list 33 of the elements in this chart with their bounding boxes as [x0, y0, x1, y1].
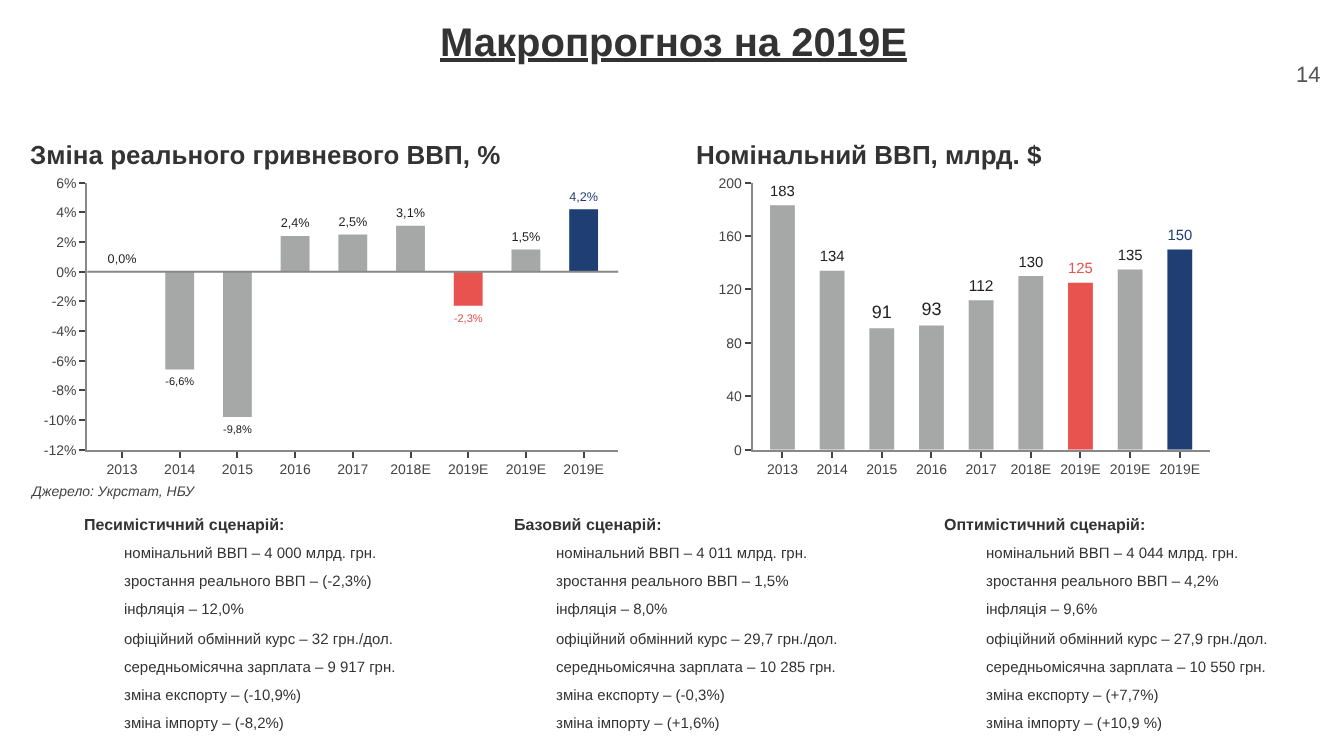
text: Оптимістичний сценарій: — [944, 516, 1146, 534]
bar — [819, 270, 845, 450]
bar — [1018, 276, 1044, 450]
data-label: 183 — [770, 182, 795, 201]
text: Песимістичний сценарій: — [84, 516, 285, 534]
data-label: 125 — [1068, 259, 1093, 278]
text: Базовий сценарій: — [514, 516, 662, 534]
bar — [511, 249, 541, 272]
text: 14 — [1296, 64, 1321, 88]
bar — [919, 325, 944, 450]
bar — [396, 225, 425, 272]
bar — [1167, 249, 1193, 450]
data-label: 150 — [1167, 226, 1193, 245]
chart-title: Номінальний ВВП, млрд. $ — [696, 140, 1043, 170]
data-label: 134 — [819, 247, 845, 266]
chart-title: Зміна реального гривневого ВВП, % — [30, 140, 502, 170]
bar — [338, 234, 368, 272]
data-label: 130 — [1018, 252, 1044, 271]
data-label: 93 — [921, 299, 942, 320]
bar — [1117, 269, 1143, 450]
text: Макропрогноз на 2019E — [440, 22, 907, 66]
data-label: 112 — [968, 276, 994, 295]
bar — [222, 271, 252, 418]
bar — [165, 271, 195, 370]
bar — [1068, 282, 1093, 450]
bar — [453, 271, 483, 306]
bar — [569, 209, 599, 272]
bar — [280, 236, 310, 272]
bar — [869, 328, 895, 450]
bar — [770, 205, 795, 450]
bar — [968, 300, 994, 450]
data-label: 135 — [1117, 246, 1143, 265]
data-label: 91 — [871, 302, 892, 323]
